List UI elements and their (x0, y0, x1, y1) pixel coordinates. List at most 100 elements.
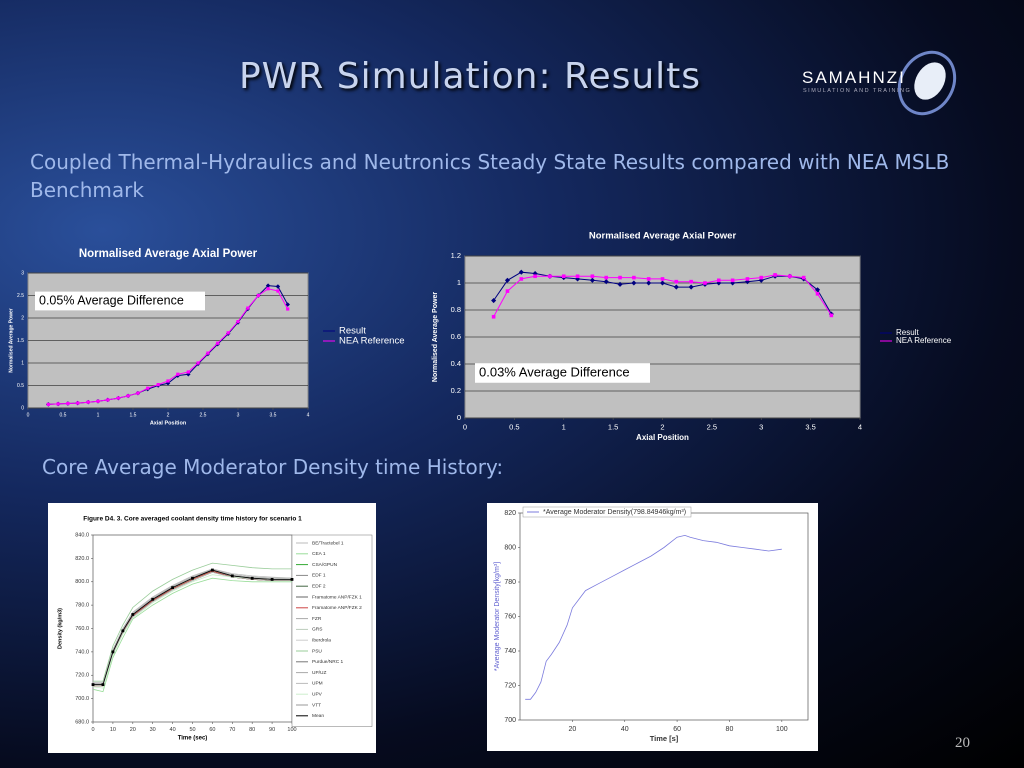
marker (131, 613, 135, 616)
x-tick-label: 20 (130, 727, 136, 733)
marker (91, 683, 95, 686)
marker (533, 274, 537, 279)
y-tick-label: 760 (504, 613, 516, 620)
legend-label: Framatome ANP/FZK 1 (312, 594, 362, 600)
marker (76, 401, 80, 405)
y-tick-label: 1 (21, 360, 24, 366)
y-tick-label: 2 (21, 315, 24, 321)
marker (121, 629, 125, 633)
marker (96, 399, 100, 403)
annotation-box (475, 363, 650, 383)
marker (111, 650, 115, 654)
series-line (93, 569, 292, 685)
x-tick-label: 50 (189, 727, 195, 733)
legend-label: PSU (312, 648, 322, 654)
x-tick-label: 60 (209, 727, 215, 733)
legend-label: GRS (312, 627, 322, 633)
legend-label: UPV (312, 691, 323, 697)
x-tick-label: 4 (858, 422, 862, 431)
y-axis-label: Normalised Average Power (8, 308, 14, 372)
series-line (93, 569, 292, 685)
marker (674, 279, 679, 284)
section-heading: Core Average Moderator Density time Hist… (42, 455, 504, 479)
y-tick-label: 1 (457, 278, 461, 287)
legend-label: UPM (312, 681, 323, 687)
marker (604, 275, 609, 280)
x-axis-label: Axial Position (636, 433, 689, 442)
marker (230, 574, 234, 578)
logo-tagline: SIMULATION AND TRAINING (803, 88, 911, 94)
x-tick-label: 0 (463, 422, 467, 431)
marker (276, 289, 280, 293)
marker (745, 277, 750, 281)
slide-title: PWR Simulation: Results (238, 56, 702, 97)
y-tick-label: 1.2 (451, 251, 461, 260)
marker (286, 307, 290, 311)
marker (575, 274, 580, 279)
marker (211, 568, 214, 572)
marker (256, 293, 260, 298)
marker (829, 313, 834, 318)
x-tick-label: 2.5 (200, 412, 207, 418)
x-tick-label: 20 (568, 726, 576, 733)
marker (146, 386, 150, 390)
x-tick-label: 80 (726, 726, 734, 733)
marker (250, 576, 254, 580)
legend-label: CSA/GPUN (312, 562, 338, 568)
x-tick-label: 1.5 (130, 412, 137, 418)
marker (659, 280, 666, 286)
x-tick-label: 0 (27, 412, 30, 418)
y-tick-label: 0.2 (451, 386, 461, 395)
marker (759, 275, 764, 280)
chart-title: Figure D4. 3. Core averaged coolant dens… (83, 516, 302, 523)
series-line (93, 568, 292, 684)
x-tick-label: 80 (249, 727, 255, 733)
x-tick-label: 30 (150, 727, 156, 733)
series-line (93, 569, 292, 685)
y-axis-label: *Average Moderator Density[kg/m³] (494, 562, 501, 671)
legend-label: BE/Tractebel 1 (312, 540, 344, 546)
x-tick-label: 0.5 (60, 412, 67, 418)
y-tick-label: 720.0 (75, 673, 89, 679)
chart-title: Normalised Average Axial Power (79, 248, 258, 260)
marker (236, 320, 240, 324)
y-tick-label: 3 (21, 270, 24, 276)
marker (519, 277, 524, 281)
legend-label: NEA Reference (896, 336, 952, 345)
marker (618, 275, 622, 280)
legend-label: EDF 1 (312, 573, 326, 579)
series-line (93, 569, 292, 685)
series-line (93, 568, 293, 683)
x-tick-label: 4 (307, 412, 310, 418)
legend-label: Framatome ANP/FZK 2 (312, 605, 362, 611)
x-tick-label: 100 (776, 726, 788, 733)
y-tick-label: 760.0 (75, 626, 89, 632)
marker (491, 314, 496, 319)
annotation: 0.05% Average Difference (39, 293, 184, 307)
marker (660, 277, 665, 281)
marker (186, 370, 190, 374)
x-tick-label: 2.5 (707, 422, 717, 431)
y-tick-label: 780 (504, 579, 516, 586)
series-line (93, 569, 292, 685)
y-tick-label: 800.0 (75, 579, 89, 585)
x-tick-label: 3.5 (270, 412, 277, 418)
x-tick-label: 40 (170, 727, 176, 733)
marker (166, 379, 170, 383)
marker (56, 402, 60, 406)
legend-label: Result (896, 328, 919, 337)
marker (646, 277, 651, 281)
y-axis-label: Normalised Average Power (432, 292, 439, 382)
marker (773, 273, 777, 277)
marker (491, 298, 497, 304)
marker (632, 275, 636, 280)
marker (716, 278, 721, 283)
subtitle: Coupled Thermal-Hydraulics and Neutronic… (30, 150, 950, 202)
legend-label: FZR (312, 616, 322, 622)
legend-label: VTT (312, 702, 321, 708)
legend-label: UP/UZ (312, 670, 326, 676)
x-axis-label: Axial Position (150, 420, 187, 426)
x-tick-label: 1 (97, 412, 100, 418)
marker (290, 578, 294, 581)
annotation-box (35, 291, 205, 311)
